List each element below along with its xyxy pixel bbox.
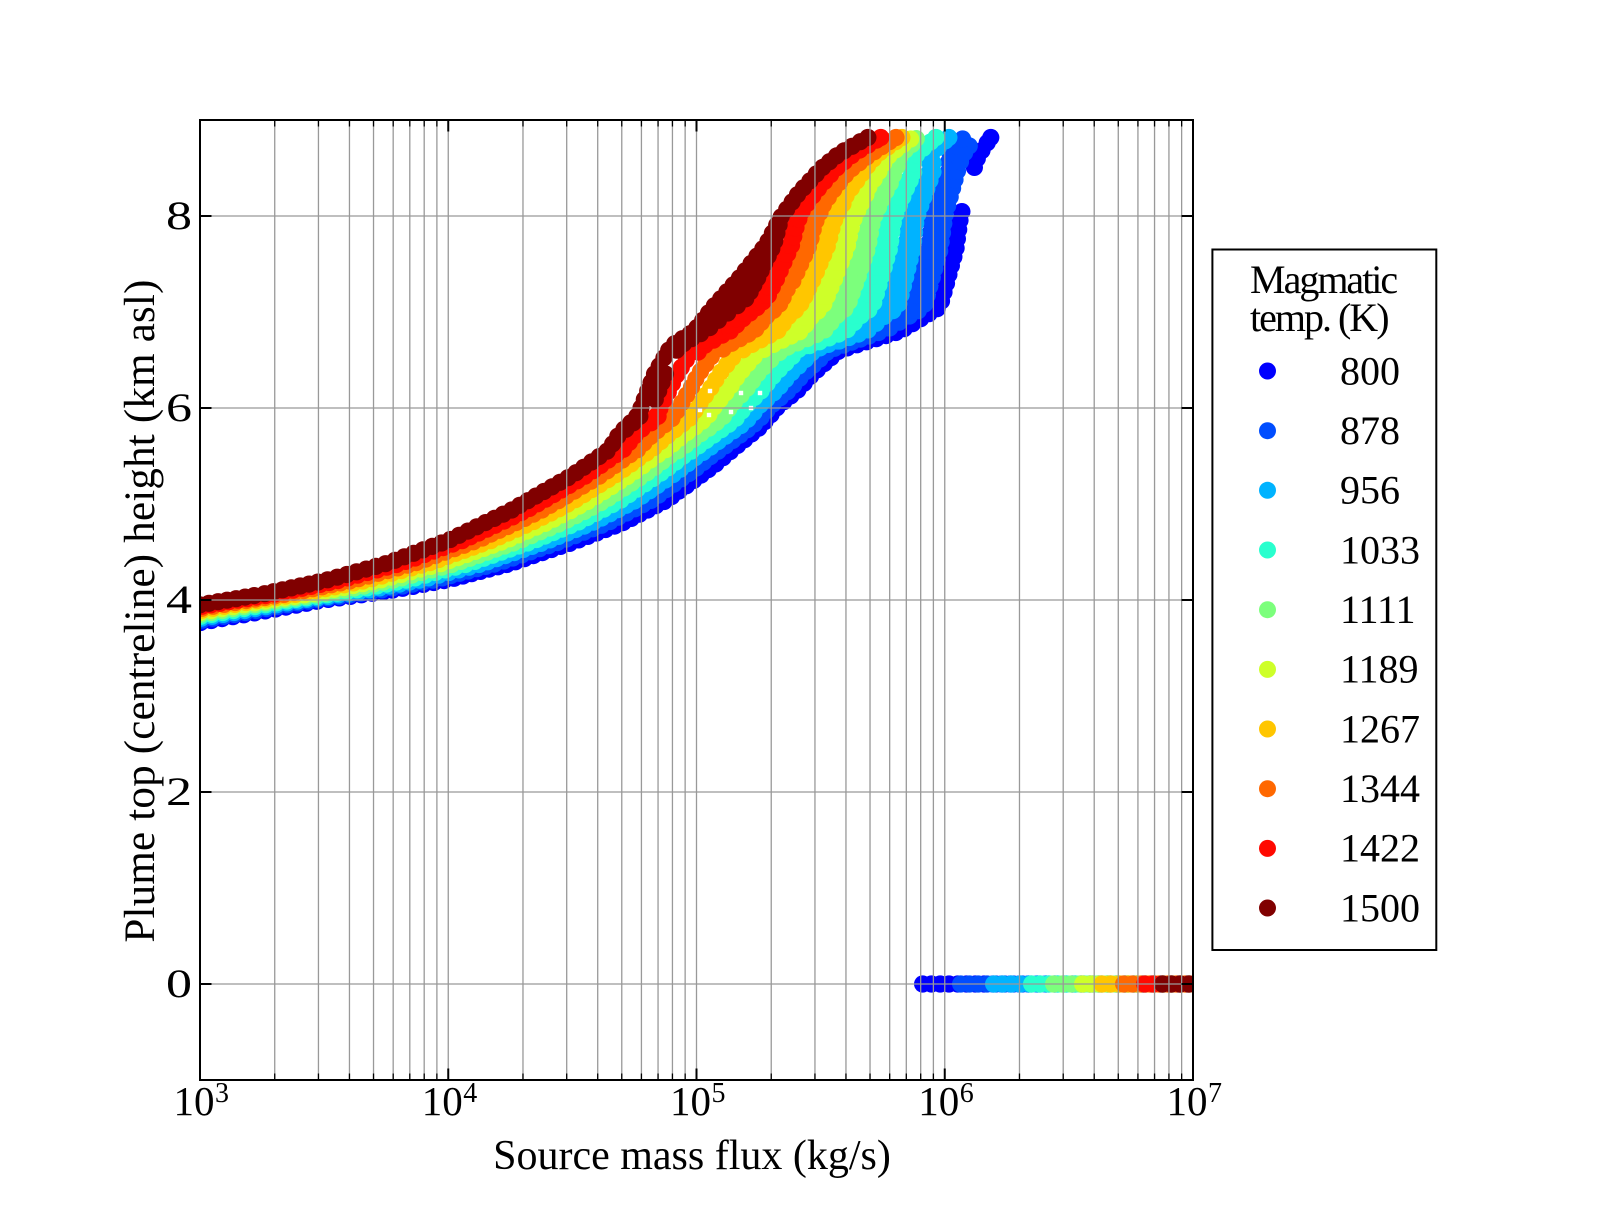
svg-text:1344: 1344: [1340, 766, 1420, 811]
svg-text:0: 0: [166, 961, 192, 1006]
svg-text:7: 7: [1208, 1078, 1222, 1109]
svg-text:Magmatic: Magmatic: [1250, 257, 1397, 302]
svg-text:2: 2: [166, 769, 192, 814]
svg-text:956: 956: [1340, 468, 1400, 513]
svg-text:10: 10: [422, 1078, 463, 1124]
svg-text:1033: 1033: [1340, 527, 1420, 572]
svg-text:6: 6: [960, 1078, 974, 1109]
svg-text:10: 10: [174, 1078, 215, 1124]
svg-text:1189: 1189: [1340, 647, 1419, 692]
svg-text:3: 3: [215, 1078, 229, 1109]
svg-text:8: 8: [166, 193, 192, 238]
svg-text:1500: 1500: [1340, 885, 1420, 930]
svg-text:10: 10: [670, 1078, 711, 1124]
svg-text:10: 10: [918, 1078, 959, 1124]
svg-text:10: 10: [1167, 1078, 1208, 1124]
svg-text:temp. (K): temp. (K): [1250, 295, 1388, 340]
svg-text:6: 6: [166, 385, 192, 430]
svg-text:1111: 1111: [1340, 587, 1416, 632]
svg-text:4: 4: [166, 577, 192, 622]
svg-text:Plume top (centreline) height: Plume top (centreline) height (km asl): [117, 279, 164, 942]
svg-text:Source mass flux (kg/s): Source mass flux (kg/s): [493, 1133, 891, 1179]
svg-text:878: 878: [1340, 408, 1400, 453]
svg-text:800: 800: [1340, 348, 1400, 393]
svg-text:1422: 1422: [1340, 826, 1420, 871]
svg-text:4: 4: [463, 1078, 477, 1109]
svg-text:1267: 1267: [1340, 706, 1420, 751]
svg-text:5: 5: [712, 1078, 726, 1109]
